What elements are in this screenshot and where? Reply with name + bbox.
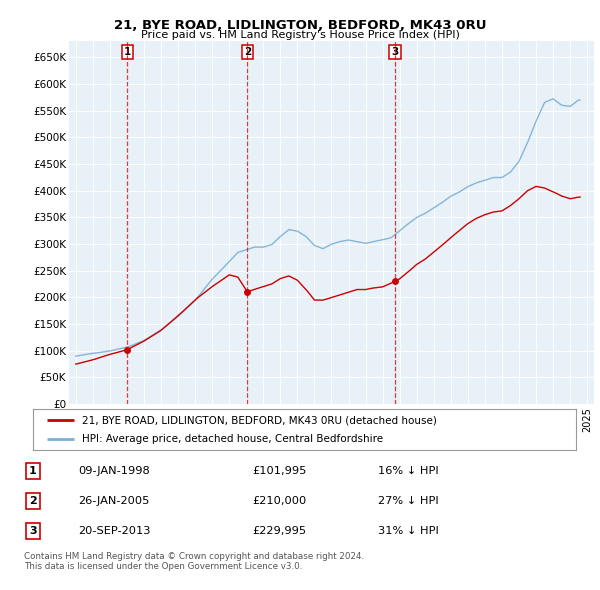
Text: 3: 3 — [391, 47, 398, 57]
Text: 26-JAN-2005: 26-JAN-2005 — [78, 496, 149, 506]
Text: 1: 1 — [124, 47, 131, 57]
Text: 21, BYE ROAD, LIDLINGTON, BEDFORD, MK43 0RU (detached house): 21, BYE ROAD, LIDLINGTON, BEDFORD, MK43 … — [82, 415, 437, 425]
Text: Contains HM Land Registry data © Crown copyright and database right 2024.
This d: Contains HM Land Registry data © Crown c… — [24, 552, 364, 571]
Text: Price paid vs. HM Land Registry's House Price Index (HPI): Price paid vs. HM Land Registry's House … — [140, 30, 460, 40]
Text: 3: 3 — [29, 526, 37, 536]
Text: 31% ↓ HPI: 31% ↓ HPI — [378, 526, 439, 536]
Text: £210,000: £210,000 — [252, 496, 306, 506]
Text: 27% ↓ HPI: 27% ↓ HPI — [378, 496, 439, 506]
Text: 21, BYE ROAD, LIDLINGTON, BEDFORD, MK43 0RU: 21, BYE ROAD, LIDLINGTON, BEDFORD, MK43 … — [114, 19, 486, 32]
Text: £229,995: £229,995 — [252, 526, 306, 536]
Text: HPI: Average price, detached house, Central Bedfordshire: HPI: Average price, detached house, Cent… — [82, 434, 383, 444]
Text: 16% ↓ HPI: 16% ↓ HPI — [378, 466, 439, 476]
Text: 2: 2 — [244, 47, 251, 57]
Text: 2: 2 — [29, 496, 37, 506]
Text: £101,995: £101,995 — [252, 466, 307, 476]
Text: 09-JAN-1998: 09-JAN-1998 — [78, 466, 150, 476]
Text: 1: 1 — [29, 466, 37, 476]
Text: 20-SEP-2013: 20-SEP-2013 — [78, 526, 151, 536]
